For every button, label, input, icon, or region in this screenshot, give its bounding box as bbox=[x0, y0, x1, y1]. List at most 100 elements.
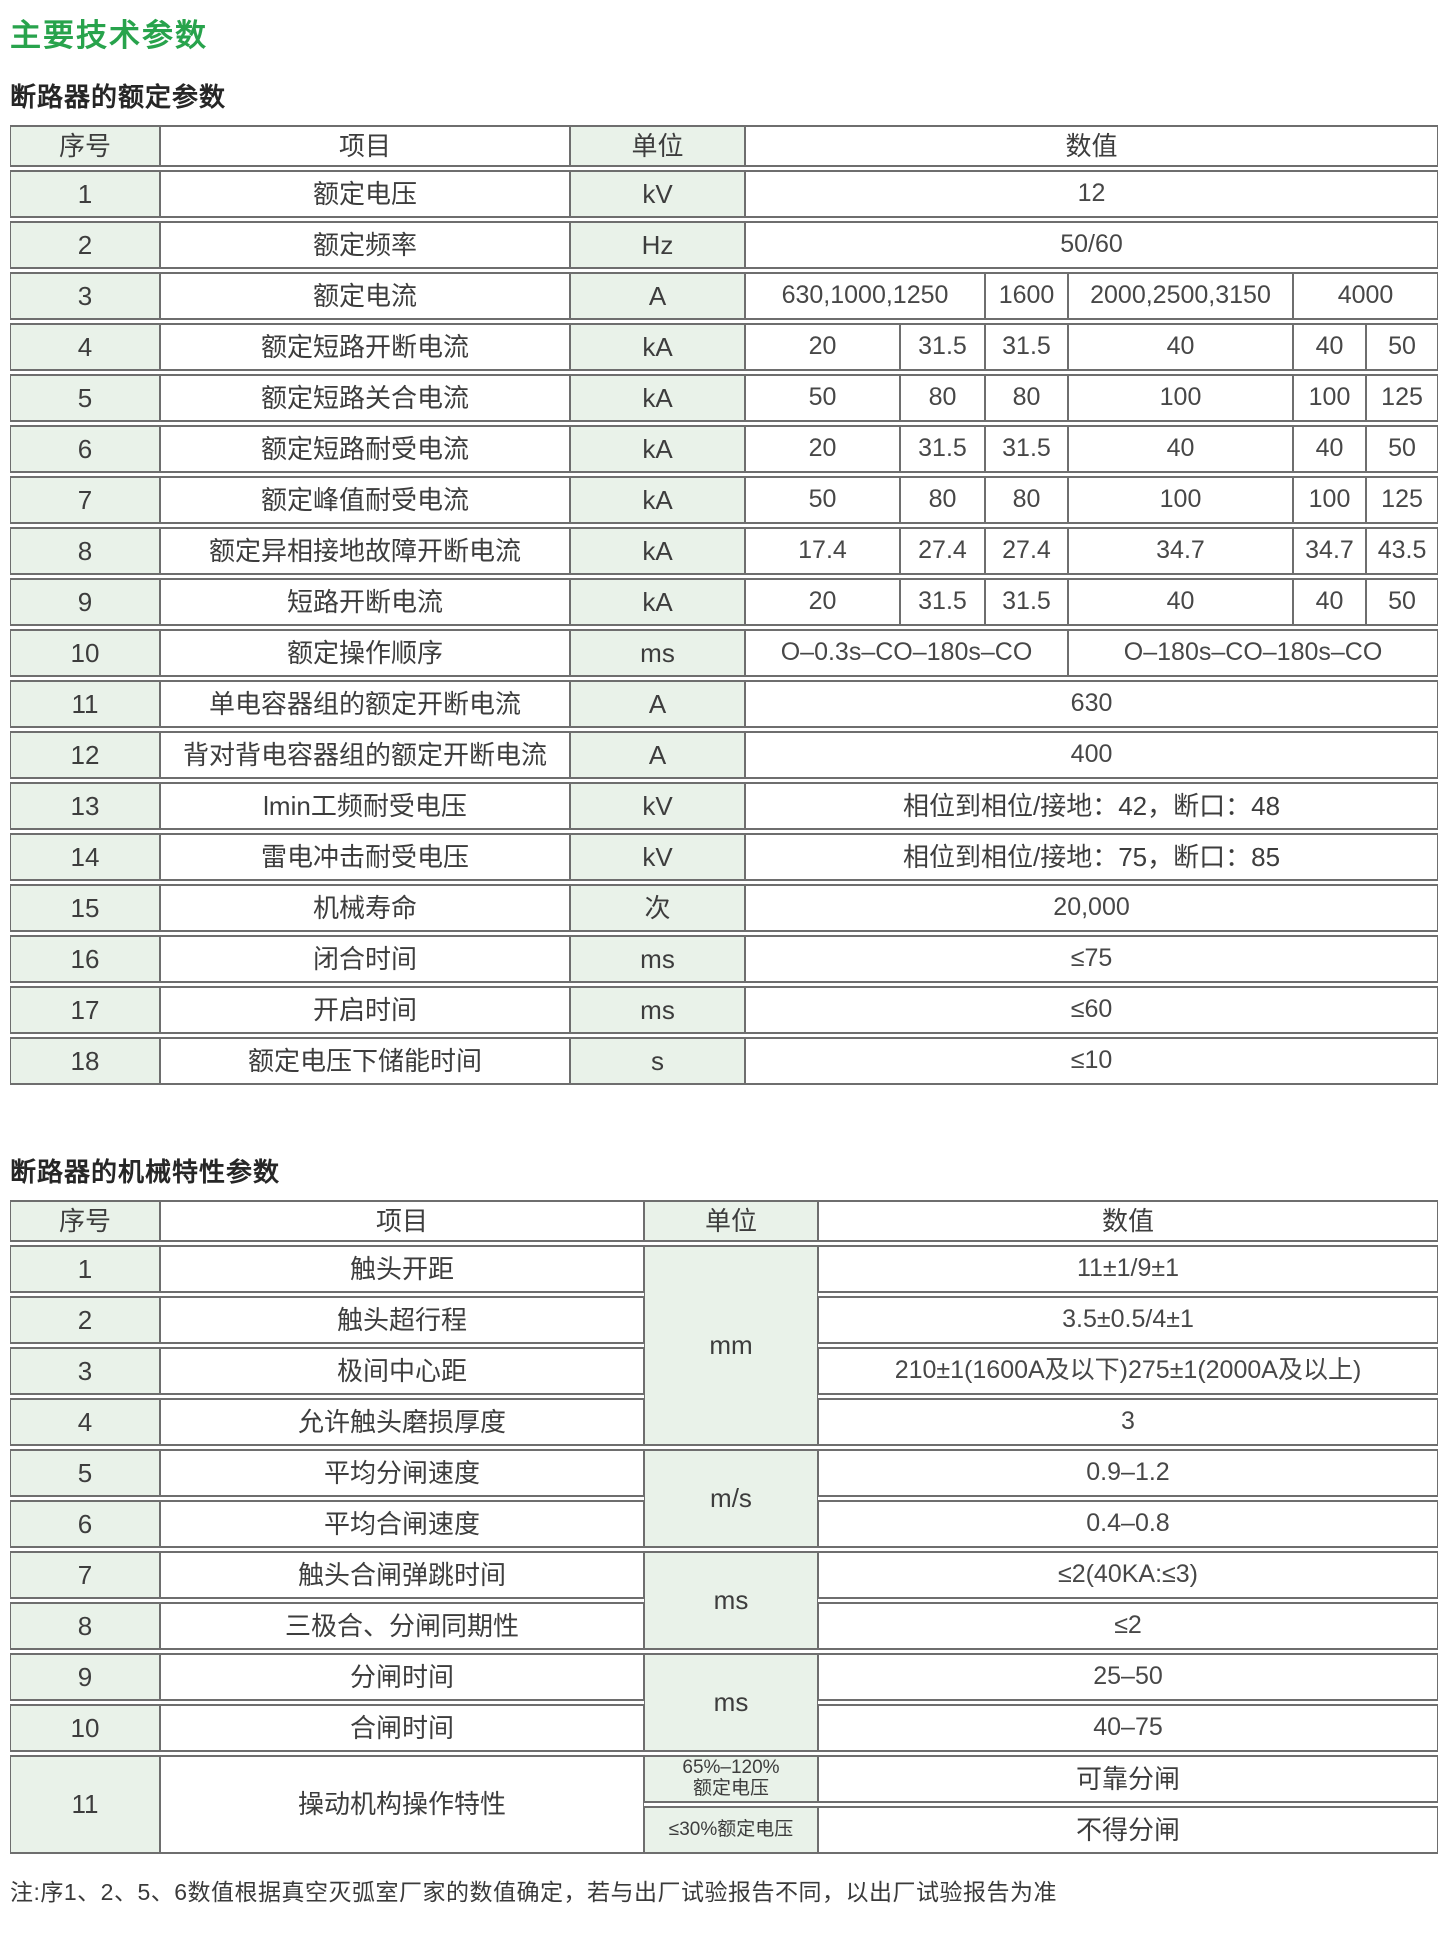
table-row: 7 额定峰值耐受电流 kA 50 80 80 100 100 125 bbox=[10, 476, 1439, 524]
cell-value: 12 bbox=[745, 170, 1439, 218]
cell-value: 0.9–1.2 bbox=[818, 1449, 1438, 1497]
cell-no: 2 bbox=[10, 1296, 160, 1344]
cell-no: 7 bbox=[10, 476, 160, 524]
cell-item: 开启时间 bbox=[160, 986, 570, 1034]
cell-unit: s bbox=[570, 1037, 745, 1085]
cell-item: 雷电冲击耐受电压 bbox=[160, 833, 570, 881]
cell-item: 触头开距 bbox=[160, 1245, 644, 1293]
rated-table-subtitle: 断路器的额定参数 bbox=[10, 82, 227, 112]
cell-value: 80 bbox=[900, 374, 985, 422]
cell-no: 11 bbox=[10, 1755, 160, 1854]
table-row: 11 单电容器组的额定开断电流 A 630 bbox=[10, 680, 1439, 728]
cell-value: 31.5 bbox=[985, 323, 1068, 371]
cell-no: 2 bbox=[10, 221, 160, 269]
cell-value: 27.4 bbox=[985, 527, 1068, 575]
cell-value: 31.5 bbox=[900, 323, 985, 371]
table-row: 11 操动机构操作特性 65%–120% 额定电压 可靠分闸 bbox=[10, 1755, 1438, 1854]
cell-value: 20 bbox=[745, 323, 900, 371]
cell-value: 2000,2500,3150 bbox=[1068, 272, 1293, 320]
cell-item: 额定操作顺序 bbox=[160, 629, 570, 677]
cell-item: 额定电流 bbox=[160, 272, 570, 320]
cell-value: 50 bbox=[1366, 425, 1439, 473]
cell-no: 13 bbox=[10, 782, 160, 830]
cell-value: ≤2 bbox=[818, 1602, 1438, 1650]
cell-value: 40 bbox=[1293, 578, 1366, 626]
cell-item: 闭合时间 bbox=[160, 935, 570, 983]
cell-value: 3.5±0.5/4±1 bbox=[818, 1296, 1438, 1344]
cell-unit: ms bbox=[570, 935, 745, 983]
header-unit: 单位 bbox=[644, 1200, 818, 1242]
cell-item: 允许触头磨损厚度 bbox=[160, 1398, 644, 1446]
cell-no: 5 bbox=[10, 1449, 160, 1497]
cell-unit: ms bbox=[570, 629, 745, 677]
cell-value: 80 bbox=[985, 374, 1068, 422]
cell-no: 17 bbox=[10, 986, 160, 1034]
cell-item: 背对背电容器组的额定开断电流 bbox=[160, 731, 570, 779]
cell-unit: kA bbox=[570, 527, 745, 575]
cell-item: 额定异相接地故障开断电流 bbox=[160, 527, 570, 575]
cell-value: 20 bbox=[745, 578, 900, 626]
table-row: 14 雷电冲击耐受电压 kV 相位到相位/接地：75，断口：85 bbox=[10, 833, 1439, 881]
cell-value: 11±1/9±1 bbox=[818, 1245, 1438, 1293]
table-row: 1 额定电压 kV 12 bbox=[10, 170, 1439, 218]
cell-no: 9 bbox=[10, 1653, 160, 1701]
cell-unit: ≤30%额定电压 bbox=[644, 1806, 818, 1854]
cell-value: 可靠分闸 bbox=[818, 1755, 1438, 1803]
cell-value: 31.5 bbox=[900, 425, 985, 473]
cell-value: 125 bbox=[1366, 374, 1439, 422]
table-row: 5 平均分闸速度 m/s 0.9–1.2 bbox=[10, 1449, 1438, 1548]
table-row: 2 额定频率 Hz 50/60 bbox=[10, 221, 1439, 269]
table-row: ≤30%额定电压 不得分闸 bbox=[10, 1806, 1438, 1854]
cell-item: 额定短路关合电流 bbox=[160, 374, 570, 422]
cell-no: 1 bbox=[10, 170, 160, 218]
cell-value: 不得分闸 bbox=[818, 1806, 1438, 1854]
cell-unit: kV bbox=[570, 833, 745, 881]
cell-value: 34.7 bbox=[1068, 527, 1293, 575]
header-no: 序号 bbox=[10, 125, 160, 167]
header-no: 序号 bbox=[10, 1200, 160, 1242]
cell-value: 100 bbox=[1293, 476, 1366, 524]
cell-item: 额定短路开断电流 bbox=[160, 323, 570, 371]
cell-no: 8 bbox=[10, 1602, 160, 1650]
cell-value: 4000 bbox=[1293, 272, 1439, 320]
cell-value: 100 bbox=[1068, 476, 1293, 524]
cell-item: 极间中心距 bbox=[160, 1347, 644, 1395]
cell-value: 100 bbox=[1293, 374, 1366, 422]
cell-item: lmin工频耐受电压 bbox=[160, 782, 570, 830]
cell-unit: A bbox=[570, 731, 745, 779]
header-item: 项目 bbox=[160, 125, 570, 167]
cell-no: 3 bbox=[10, 272, 160, 320]
table-row: 9 短路开断电流 kA 20 31.5 31.5 40 40 50 bbox=[10, 578, 1439, 626]
table-row: 3 极间中心距 210±1(1600A及以下)275±1(2000A及以上) bbox=[10, 1347, 1438, 1395]
cell-unit: A bbox=[570, 272, 745, 320]
mechanical-parameters-table: 序号 项目 单位 数值 1 触头开距 mm 11±1/9±1 2 触头超行程 3… bbox=[10, 1197, 1438, 1857]
cell-value: 相位到相位/接地：42，断口：48 bbox=[745, 782, 1439, 830]
cell-value: 80 bbox=[985, 476, 1068, 524]
cell-item: 操动机构操作特性 bbox=[160, 1755, 644, 1854]
cell-value: 50 bbox=[745, 374, 900, 422]
page-title: 主要技术参数 bbox=[10, 18, 208, 53]
table-row: 4 额定短路开断电流 kA 20 31.5 31.5 40 40 50 bbox=[10, 323, 1439, 371]
table-row: 5 额定短路关合电流 kA 50 80 80 100 100 125 bbox=[10, 374, 1439, 422]
cell-value: 20,000 bbox=[745, 884, 1439, 932]
cell-value: 630 bbox=[745, 680, 1439, 728]
mech-table-subtitle: 断路器的机械特性参数 bbox=[10, 1157, 281, 1187]
cell-item: 额定电压 bbox=[160, 170, 570, 218]
cell-value: O–0.3s–CO–180s–CO bbox=[745, 629, 1068, 677]
table-row: 13 lmin工频耐受电压 kV 相位到相位/接地：42，断口：48 bbox=[10, 782, 1439, 830]
cell-value: 17.4 bbox=[745, 527, 900, 575]
cell-no: 7 bbox=[10, 1551, 160, 1599]
cell-value: ≤60 bbox=[745, 986, 1439, 1034]
cell-item: 三极合、分闸同期性 bbox=[160, 1602, 644, 1650]
cell-unit: kV bbox=[570, 782, 745, 830]
cell-item: 额定频率 bbox=[160, 221, 570, 269]
cell-no: 11 bbox=[10, 680, 160, 728]
cell-item: 短路开断电流 bbox=[160, 578, 570, 626]
cell-item: 额定电压下储能时间 bbox=[160, 1037, 570, 1085]
table-row: 7 触头合闸弹跳时间 ms ≤2(40KA:≤3) bbox=[10, 1551, 1438, 1650]
cell-no: 10 bbox=[10, 629, 160, 677]
cell-value: 34.7 bbox=[1293, 527, 1366, 575]
cell-value: 40 bbox=[1068, 425, 1293, 473]
table-row: 15 机械寿命 次 20,000 bbox=[10, 884, 1439, 932]
